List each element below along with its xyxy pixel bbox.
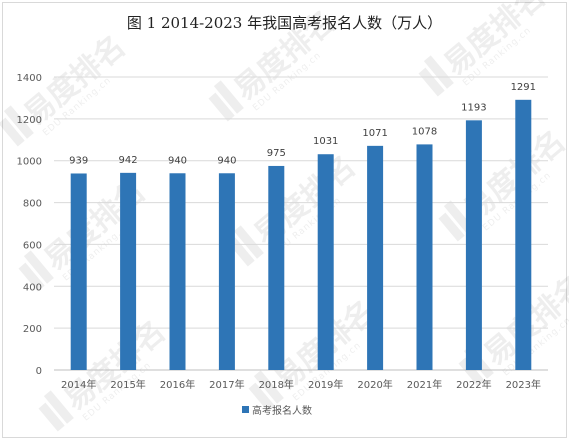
- data-labels: 939 942 940 940 975 1031 1071 1078 1193 1291: [69, 82, 536, 167]
- bar-value-label: 1071: [362, 128, 387, 139]
- x-tick-label: 2023年: [506, 378, 541, 391]
- x-tick-label: 2018年: [259, 378, 294, 391]
- bar-series: [70, 99, 532, 371]
- y-tick-label: 800: [23, 199, 42, 210]
- y-tick-label: 1200: [17, 115, 42, 126]
- legend-label: 高考报名人数: [252, 404, 312, 417]
- legend-swatch: [242, 406, 249, 413]
- x-tick-label: 2022年: [456, 378, 491, 391]
- legend: 高考报名人数: [242, 404, 312, 417]
- watermark-bar: [458, 357, 485, 387]
- y-tick-label: 600: [23, 240, 42, 251]
- bar: [317, 154, 334, 370]
- bar-value-label: 975: [267, 148, 286, 159]
- y-tick-label: 400: [23, 282, 42, 293]
- watermark-bar: [208, 92, 235, 122]
- watermark-bar: [23, 250, 54, 284]
- gridlines: [54, 76, 548, 371]
- watermark-bar: [3, 105, 34, 139]
- bar: [218, 173, 235, 370]
- y-tick-label: 1400: [17, 73, 42, 84]
- bar-value-label: 939: [69, 155, 88, 166]
- watermark-bar: [438, 212, 465, 242]
- watermark-text: 易度排名: [438, 0, 552, 83]
- bar-value-label: 1193: [461, 102, 486, 113]
- watermark-bar: [233, 225, 264, 259]
- x-tick-label: 2020年: [357, 378, 392, 391]
- x-axis: 2014年 2015年 2016年 2017年 2018年 2019年 2020年 2021年…: [61, 378, 541, 391]
- watermark-bar: [253, 370, 284, 404]
- x-tick-label: 2015年: [110, 378, 145, 391]
- y-tick-label: 0: [36, 366, 42, 377]
- watermark-bar: [418, 67, 445, 97]
- bar-value-label: 1078: [412, 126, 437, 137]
- bar: [416, 144, 433, 370]
- bar: [465, 120, 482, 370]
- watermark-bar: [248, 382, 275, 412]
- x-tick-label: 2016年: [160, 378, 195, 391]
- bar-value-label: 1291: [511, 82, 536, 93]
- y-axis: 0 200 400 600 800 1000 1200 1400: [17, 73, 42, 377]
- watermark-bar: [38, 402, 65, 432]
- bar: [120, 172, 137, 370]
- bar: [367, 145, 384, 370]
- watermark-bar: [213, 80, 244, 114]
- bar-value-label: 942: [119, 155, 138, 166]
- x-tick-label: 2021年: [407, 378, 442, 391]
- watermark-bar: [423, 55, 454, 89]
- y-tick-label: 200: [23, 324, 42, 335]
- bar-value-label: 1031: [313, 136, 338, 147]
- bar: [169, 173, 186, 370]
- bar: [70, 173, 87, 370]
- watermark-text: 易度排名: [248, 149, 362, 253]
- watermark-bar: [43, 390, 74, 424]
- bar-value-label: 940: [217, 155, 236, 166]
- watermark-text: 易度排名: [228, 4, 342, 108]
- watermark-bar: [0, 117, 25, 147]
- y-tick-label: 1000: [17, 157, 42, 168]
- chart-title: 图 1 2014-2023 年我国高考报名人数（万人）: [126, 14, 443, 32]
- bar: [515, 99, 532, 371]
- bar: [268, 165, 285, 370]
- bar-value-label: 940: [168, 155, 187, 166]
- x-tick-label: 2019年: [308, 378, 343, 391]
- x-tick-label: 2014年: [61, 378, 96, 391]
- x-tick-label: 2017年: [209, 378, 244, 391]
- watermark-bar: [18, 262, 45, 292]
